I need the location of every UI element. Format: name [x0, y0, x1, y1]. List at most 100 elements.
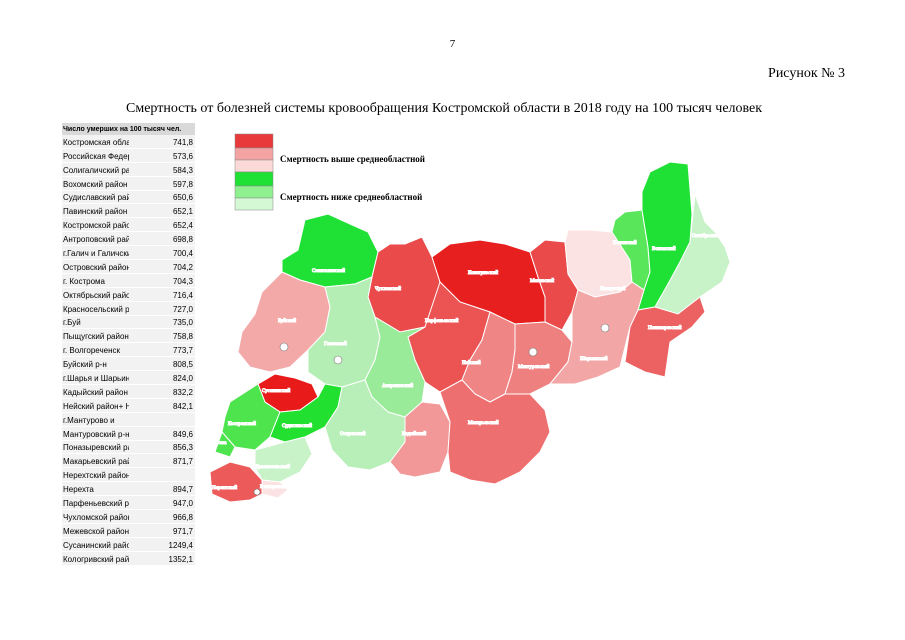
- table-cell-district: г. Кострома: [62, 273, 129, 288]
- district-label: Мантуровский: [518, 365, 550, 370]
- table-cell-district: Нерехта: [62, 481, 129, 497]
- figure-label: Рисунок № 3: [768, 66, 845, 81]
- table-row: г.Галич и Галичский р-н700,4: [62, 245, 195, 261]
- table-row: г. Кострома 704,3: [62, 273, 195, 288]
- district-label: Солигаличский: [312, 269, 345, 274]
- table-cell-value: 735,0: [128, 315, 195, 330]
- table-cell-district: Солигаличский район: [62, 162, 129, 177]
- district-label: Галичский: [324, 342, 347, 347]
- table-row: Российская Федерация573,6: [62, 148, 195, 163]
- table-cell-value: 700,4: [128, 245, 195, 261]
- district-22: [214, 431, 236, 458]
- table-row: Павинский район 652,1: [62, 203, 195, 219]
- table-row: Нерехта 894,7: [62, 481, 195, 497]
- table-cell-value: 773,7: [128, 342, 195, 358]
- table-row: Кадыйский район 832,2: [62, 384, 195, 399]
- table-row: Кологривский район1352,1: [62, 551, 195, 566]
- district-25: [209, 461, 263, 503]
- district-label: Кологривский: [468, 271, 498, 276]
- table-cell-value: 704,2: [128, 259, 195, 274]
- district-label: Межевской: [530, 279, 554, 284]
- district-label: Костромской: [228, 422, 256, 427]
- table-row: Судиславский район650,6: [62, 190, 195, 205]
- legend-swatch-below-1: [234, 171, 274, 187]
- table-row: Мантуровский р-н 849,6: [62, 426, 195, 441]
- table-cell-district: Павинский район: [62, 203, 129, 219]
- district-20: [389, 401, 451, 478]
- table-cell-value: 856,3: [128, 440, 195, 455]
- district-label: Парфеньевский: [425, 319, 459, 324]
- legend-label-above: Смертность выше среднеобластной: [280, 154, 425, 164]
- district-14: [624, 296, 706, 378]
- map-legend: Смертность выше среднеобластной Смертнос…: [234, 133, 425, 211]
- table-cell-value: 832,2: [128, 384, 195, 399]
- table-cell-value: 741,8: [128, 135, 195, 149]
- table-row: Буйский р-н 808,5: [62, 356, 195, 372]
- city-marker-nerekhta: [253, 488, 261, 496]
- districts-layer: Солигаличский Чухломской Кологривский Межев…: [206, 161, 731, 503]
- table-cell-value: 966,8: [128, 509, 195, 524]
- table-cell-value: 573,6: [128, 148, 195, 163]
- city-marker-galich: [333, 355, 343, 365]
- table-cell-district: Красносельский район: [62, 301, 129, 316]
- table-row: г.Мантурово и: [62, 412, 195, 427]
- table-row: Чухломской район 966,8: [62, 509, 195, 524]
- table-cell-value: 597,8: [128, 176, 195, 191]
- table-cell-value: 1249,4: [128, 537, 195, 552]
- table-cell-district: Макарьевский район: [62, 453, 129, 469]
- table-cell-district: Чухломской район: [62, 509, 129, 524]
- district-0: [281, 213, 379, 288]
- district-label: Судиславский: [282, 424, 312, 429]
- table-cell-district: Буйский р-н: [62, 356, 129, 372]
- city-marker-manturovo: [528, 347, 538, 357]
- table-cell-value: 698,8: [128, 231, 195, 247]
- district-label: Островский: [340, 432, 366, 437]
- table-cell-value: 650,6: [128, 190, 195, 205]
- table-cell-value: 971,7: [128, 523, 195, 538]
- table-cell-value: 584,3: [128, 162, 195, 177]
- legend-swatch-above-3: [234, 159, 274, 173]
- table-cell-value: 704,3: [128, 273, 195, 288]
- table-cell-value: 894,7: [128, 481, 195, 497]
- table-cell-district: Межевской район: [62, 523, 129, 538]
- legend-label-below: Смертность ниже среднеобластной: [280, 192, 422, 202]
- district-label: Нейский: [462, 361, 481, 366]
- district-23: [254, 436, 313, 483]
- table-row: Костромская область741,8: [62, 135, 195, 149]
- table-cell-district: г.Буй: [62, 315, 129, 330]
- city-markers: [253, 323, 610, 496]
- table-cell-value: 652,4: [128, 217, 195, 233]
- district-21: [439, 379, 551, 485]
- table-cell-district: Сусанинский район: [62, 537, 129, 552]
- page-number: 7: [449, 38, 456, 50]
- district-label: Вохомский: [652, 247, 676, 252]
- table-cell-value: 824,0: [128, 370, 195, 386]
- table-cell-value: 652,1: [128, 203, 195, 219]
- table-cell-district: г.Мантурово и: [62, 412, 129, 427]
- legend-swatch-above-1: [234, 133, 274, 149]
- table-cell-district: г.Галич и Галичский р-н: [62, 245, 129, 261]
- district-label: Октябрьский: [692, 234, 720, 239]
- table-cell-district: Российская Федерация: [62, 148, 129, 163]
- table-row: г.Буй 735,0: [62, 315, 195, 330]
- table-cell-district: Пыщугский район: [62, 328, 129, 344]
- district-13: [548, 281, 645, 385]
- district-label: Нерехтский: [212, 486, 237, 491]
- district-label: Кадыйский: [402, 432, 426, 437]
- table-row: Антроповский район698,8: [62, 231, 195, 247]
- table-cell-district: Октябрьский район: [62, 287, 129, 302]
- table-cell-district: Мантуровский р-н: [62, 426, 129, 441]
- mortality-table: Число умерших на 100 тысяч чел. Костромс…: [62, 123, 195, 566]
- district-7: [654, 193, 731, 315]
- table-header: Число умерших на 100 тысяч чел.: [62, 123, 195, 135]
- table-cell-district: Островский район: [62, 259, 129, 274]
- table-cell-value: [128, 467, 195, 483]
- figure-title: Смертность от болезней системы кровообра…: [126, 101, 763, 116]
- table-cell-district: Кологривский район: [62, 551, 129, 566]
- table-header-row: Число умерших на 100 тысяч чел.: [62, 123, 195, 135]
- district-17: [221, 383, 281, 451]
- district-12: [504, 321, 573, 395]
- district-label: Макарьевский: [468, 421, 499, 426]
- district-label: Волгореченск: [260, 485, 290, 490]
